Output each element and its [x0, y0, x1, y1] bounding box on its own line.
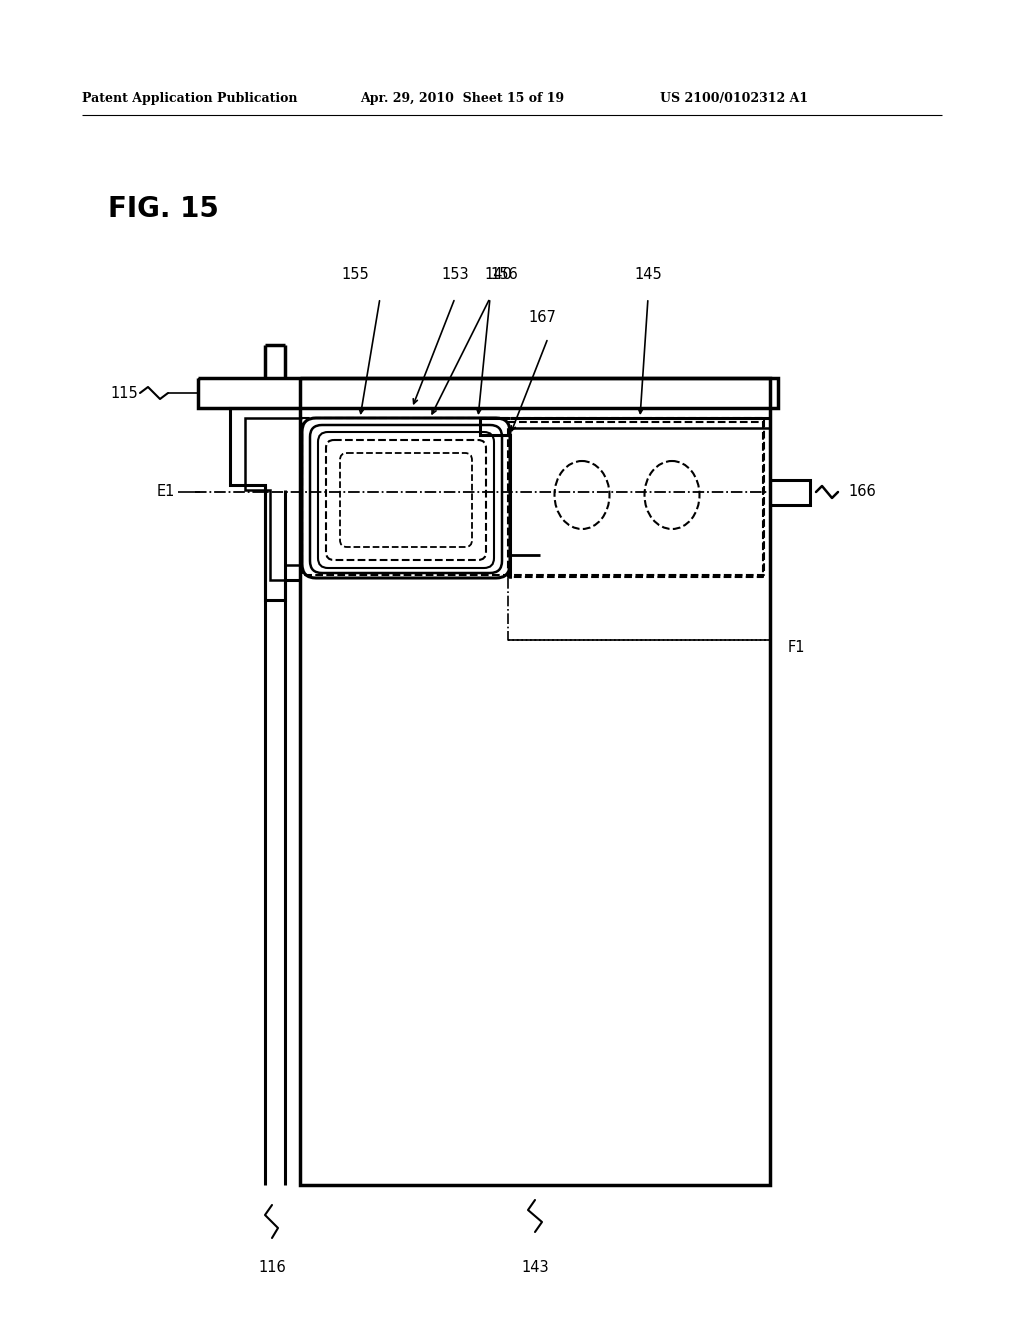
- Text: E1: E1: [157, 484, 175, 499]
- Text: 155: 155: [341, 267, 369, 282]
- Text: Patent Application Publication: Patent Application Publication: [82, 92, 298, 106]
- Text: 143: 143: [521, 1261, 549, 1275]
- Text: 116: 116: [258, 1261, 286, 1275]
- Text: 156: 156: [490, 267, 518, 282]
- Text: 153: 153: [441, 267, 469, 282]
- Text: FIG. 15: FIG. 15: [108, 195, 219, 223]
- Text: 166: 166: [848, 484, 876, 499]
- Text: 115: 115: [111, 385, 138, 400]
- Text: US 2100/0102312 A1: US 2100/0102312 A1: [660, 92, 808, 106]
- Text: F1: F1: [788, 640, 806, 656]
- Text: 140: 140: [484, 267, 512, 282]
- Text: 167: 167: [528, 310, 556, 325]
- Text: 145: 145: [634, 267, 662, 282]
- Text: Apr. 29, 2010  Sheet 15 of 19: Apr. 29, 2010 Sheet 15 of 19: [360, 92, 564, 106]
